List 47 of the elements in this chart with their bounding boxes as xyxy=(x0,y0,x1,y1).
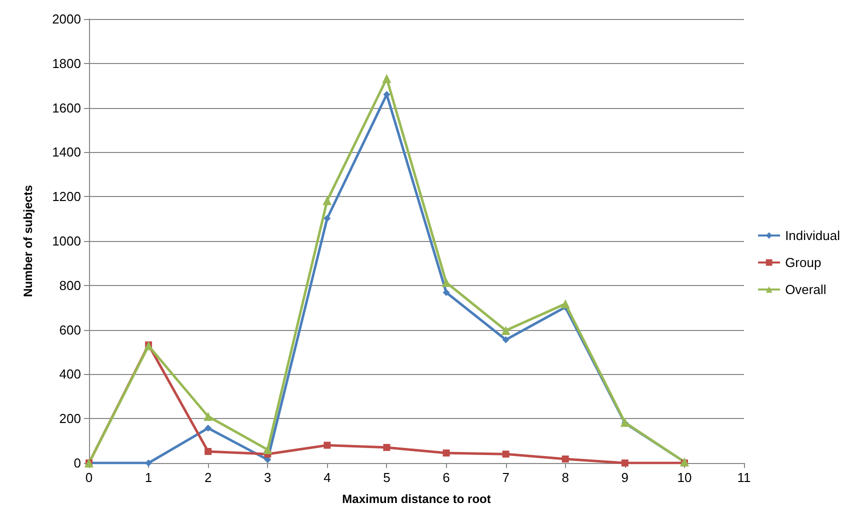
y-tick-label: 1000 xyxy=(52,234,81,248)
y-axis-title: Number of subjects xyxy=(21,184,35,298)
point xyxy=(204,448,212,455)
point xyxy=(442,278,451,288)
point xyxy=(560,299,570,308)
point xyxy=(204,412,213,421)
point xyxy=(501,326,510,335)
point xyxy=(145,460,152,466)
x-tick-label: 6 xyxy=(442,470,450,485)
y-tick-label: 1600 xyxy=(52,100,81,116)
y-tick-label: 400 xyxy=(59,366,81,382)
x-tick-label: 0 xyxy=(85,470,93,485)
y-tick-label: 1200 xyxy=(52,189,81,204)
point xyxy=(502,450,510,458)
point xyxy=(324,442,331,449)
point xyxy=(621,460,628,466)
point xyxy=(442,450,450,457)
x-tick-label: 7 xyxy=(502,470,510,485)
point xyxy=(324,214,331,222)
legend-label: Individual xyxy=(785,228,840,243)
legend-label: Group xyxy=(785,255,822,270)
x-tick-label: 1 xyxy=(144,470,152,485)
x-tick-label: 2 xyxy=(204,470,212,485)
point xyxy=(263,445,272,454)
point xyxy=(562,456,569,463)
y-tick-label: 800 xyxy=(59,278,81,293)
x-tick-label: 4 xyxy=(324,470,331,485)
y-tick-label: 200 xyxy=(59,411,81,426)
y-tick-label: 0 xyxy=(74,456,81,470)
x-axis-title: Maximum distance to root xyxy=(342,492,491,506)
point xyxy=(322,196,332,206)
point xyxy=(383,444,390,451)
y-tick-label: 2000 xyxy=(52,12,81,26)
x-tick-label: 8 xyxy=(562,470,569,485)
legend-label: Overall xyxy=(785,282,826,297)
x-tick-label: 3 xyxy=(264,470,272,485)
point xyxy=(204,424,212,432)
point xyxy=(382,74,392,83)
point xyxy=(442,289,450,296)
point xyxy=(502,336,510,344)
x-tick-label: 11 xyxy=(737,470,751,485)
x-tick-label: 5 xyxy=(383,470,390,485)
y-tick-label: 1400 xyxy=(52,144,81,160)
x-tick-label: 10 xyxy=(677,470,692,485)
y-tick-label: 600 xyxy=(59,322,81,338)
y-tick-label: 1800 xyxy=(52,56,81,71)
x-tick-label: 9 xyxy=(621,470,629,485)
